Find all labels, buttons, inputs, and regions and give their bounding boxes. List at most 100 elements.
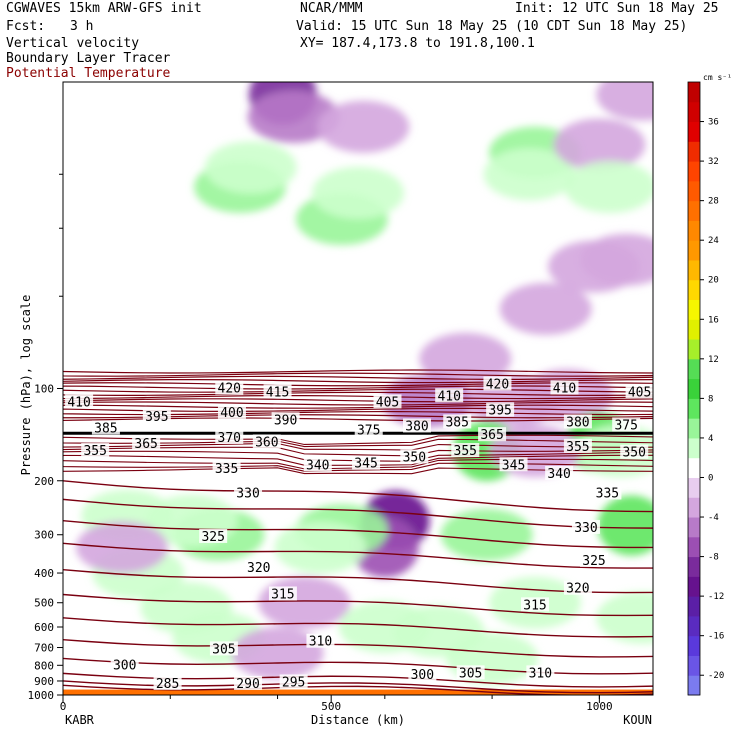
org-label: NCAR/MMM <box>300 1 363 16</box>
isentrope-label-bg <box>263 384 292 399</box>
colorbar-tick-label: 0 <box>708 473 713 483</box>
isentrope-label-bg <box>545 465 574 480</box>
vertical-velocity-cell <box>553 118 646 171</box>
isentrope <box>63 593 653 617</box>
vertical-velocity-cell <box>419 332 512 385</box>
colorbar-tick-label: -20 <box>708 671 724 681</box>
y-tick-label: 1000 <box>28 689 55 702</box>
isentrope-label-bg <box>403 418 431 433</box>
init-time: Init: 12 UTC Sun 18 May 25 <box>515 1 719 16</box>
colorbar-tick-label: -16 <box>708 632 724 642</box>
isentrope-label: 295 <box>282 675 305 690</box>
isentrope-label: 400 <box>220 406 243 421</box>
isentrope-label: 350 <box>403 451 426 466</box>
colorbar-tick-label: 32 <box>708 157 719 167</box>
y-tick-label: 200 <box>34 475 54 488</box>
isentrope-label-bg <box>279 674 308 689</box>
isentrope <box>63 450 653 462</box>
isentrope-label: 390 <box>274 413 297 428</box>
isentrope <box>63 404 653 409</box>
isentrope-label: 320 <box>247 561 270 576</box>
isentrope-label: 355 <box>454 444 477 459</box>
isentrope-label: 410 <box>437 389 460 404</box>
isentrope-label-bg <box>400 449 429 464</box>
isentrope <box>63 398 653 403</box>
y-tick-label: 100 <box>34 383 54 396</box>
isentrope-label: 410 <box>553 382 576 397</box>
isentrope-label: 380 <box>566 415 589 430</box>
isentrope <box>63 401 653 406</box>
isentrope-label: 355 <box>566 440 589 455</box>
isentrope-label-bg <box>593 485 622 500</box>
valid-time: Valid: 15 UTC Sun 18 May 25 (10 CDT Sun … <box>296 19 688 34</box>
isentrope <box>63 388 653 393</box>
isentrope-label: 375 <box>357 423 380 438</box>
isentrope-label: 420 <box>486 377 509 392</box>
isentrope-label-bg <box>408 666 437 681</box>
model-title: CGWAVES 15km ARW-GFS init <box>6 1 202 16</box>
isentrope-label-bg <box>563 414 592 429</box>
colorbar-swatch <box>688 576 700 597</box>
isentrope <box>63 434 653 446</box>
colorbar-tick-label: 28 <box>708 197 719 207</box>
colorbar-tick-label: 20 <box>708 276 719 286</box>
vertical-velocity-field <box>76 82 653 685</box>
isentrope-label-bg <box>526 665 555 680</box>
isentrope-label-bg <box>209 641 238 656</box>
isentrope-label-bg <box>91 420 120 435</box>
forecast-hour: 3 h <box>70 19 94 34</box>
isentrope-label-bg <box>268 586 297 601</box>
isentrope <box>63 542 653 569</box>
isentrope-label-bg <box>306 633 335 648</box>
colorbar-swatch <box>688 319 700 340</box>
colorbar-swatch <box>688 655 700 676</box>
colorbar-tick-label: -12 <box>708 592 724 602</box>
colorbar-tick-label: -4 <box>708 513 719 523</box>
vertical-velocity-cell <box>274 521 367 574</box>
isentrope-label: 330 <box>236 486 259 501</box>
isentrope-label-bg <box>65 394 94 409</box>
field-vertical-velocity: Vertical velocity <box>6 36 140 51</box>
isentrope-label: 305 <box>459 666 482 681</box>
isentrope-label-bg <box>199 528 228 543</box>
colorbar-swatch <box>688 141 700 162</box>
colorbar-swatch <box>688 358 700 380</box>
isentrope-label-bg <box>234 485 263 500</box>
x-tick-label: 500 <box>321 700 341 713</box>
isentrope-label: 375 <box>614 418 637 433</box>
isentrope <box>63 410 653 416</box>
boundary-layer-tracer <box>63 689 653 695</box>
isentrope-label: 285 <box>156 677 179 692</box>
y-tick-label: 800 <box>34 659 54 672</box>
isentrope <box>63 520 653 549</box>
isentrope-label-bg <box>212 460 241 475</box>
isentrope-label: 385 <box>94 421 117 436</box>
y-tick-label: 400 <box>34 567 54 580</box>
colorbar-swatch <box>688 200 700 221</box>
y-tick-label: 500 <box>34 597 54 610</box>
isentrope <box>63 462 653 472</box>
isentrope-label-bg <box>132 436 161 451</box>
colorbar-swatch <box>688 398 700 419</box>
isentrope-label: 355 <box>83 444 106 459</box>
colorbar: 36 32 28 24 20 16 12 8 4 0 -4 -8 -12 -16 -20 <box>687 81 724 696</box>
cross-section-endpoints: XY= 187.4,173.8 to 191.8,100.1 <box>300 36 535 51</box>
x-axis-label: Distance (km) <box>311 713 405 727</box>
isentrope-label-bg <box>486 402 515 417</box>
colorbar-swatch <box>688 517 700 538</box>
isentrope-label: 405 <box>376 395 399 410</box>
colorbar-tick-label: 24 <box>708 236 719 246</box>
vertical-velocity-cell <box>596 591 653 644</box>
colorbar-tick-label: 8 <box>708 394 713 404</box>
colorbar-swatch <box>688 536 700 558</box>
isentrope-label: 325 <box>201 530 224 545</box>
colorbar-swatch <box>688 220 700 241</box>
isentrope-label: 360 <box>255 435 278 450</box>
vertical-velocity-cell <box>580 233 653 286</box>
colorbar-swatch <box>688 457 700 478</box>
isentrope-label: 310 <box>529 666 552 681</box>
isentrope-label-bg <box>443 414 472 429</box>
isentrope-label-bg <box>563 438 592 453</box>
isentrope-label: 325 <box>582 554 605 569</box>
